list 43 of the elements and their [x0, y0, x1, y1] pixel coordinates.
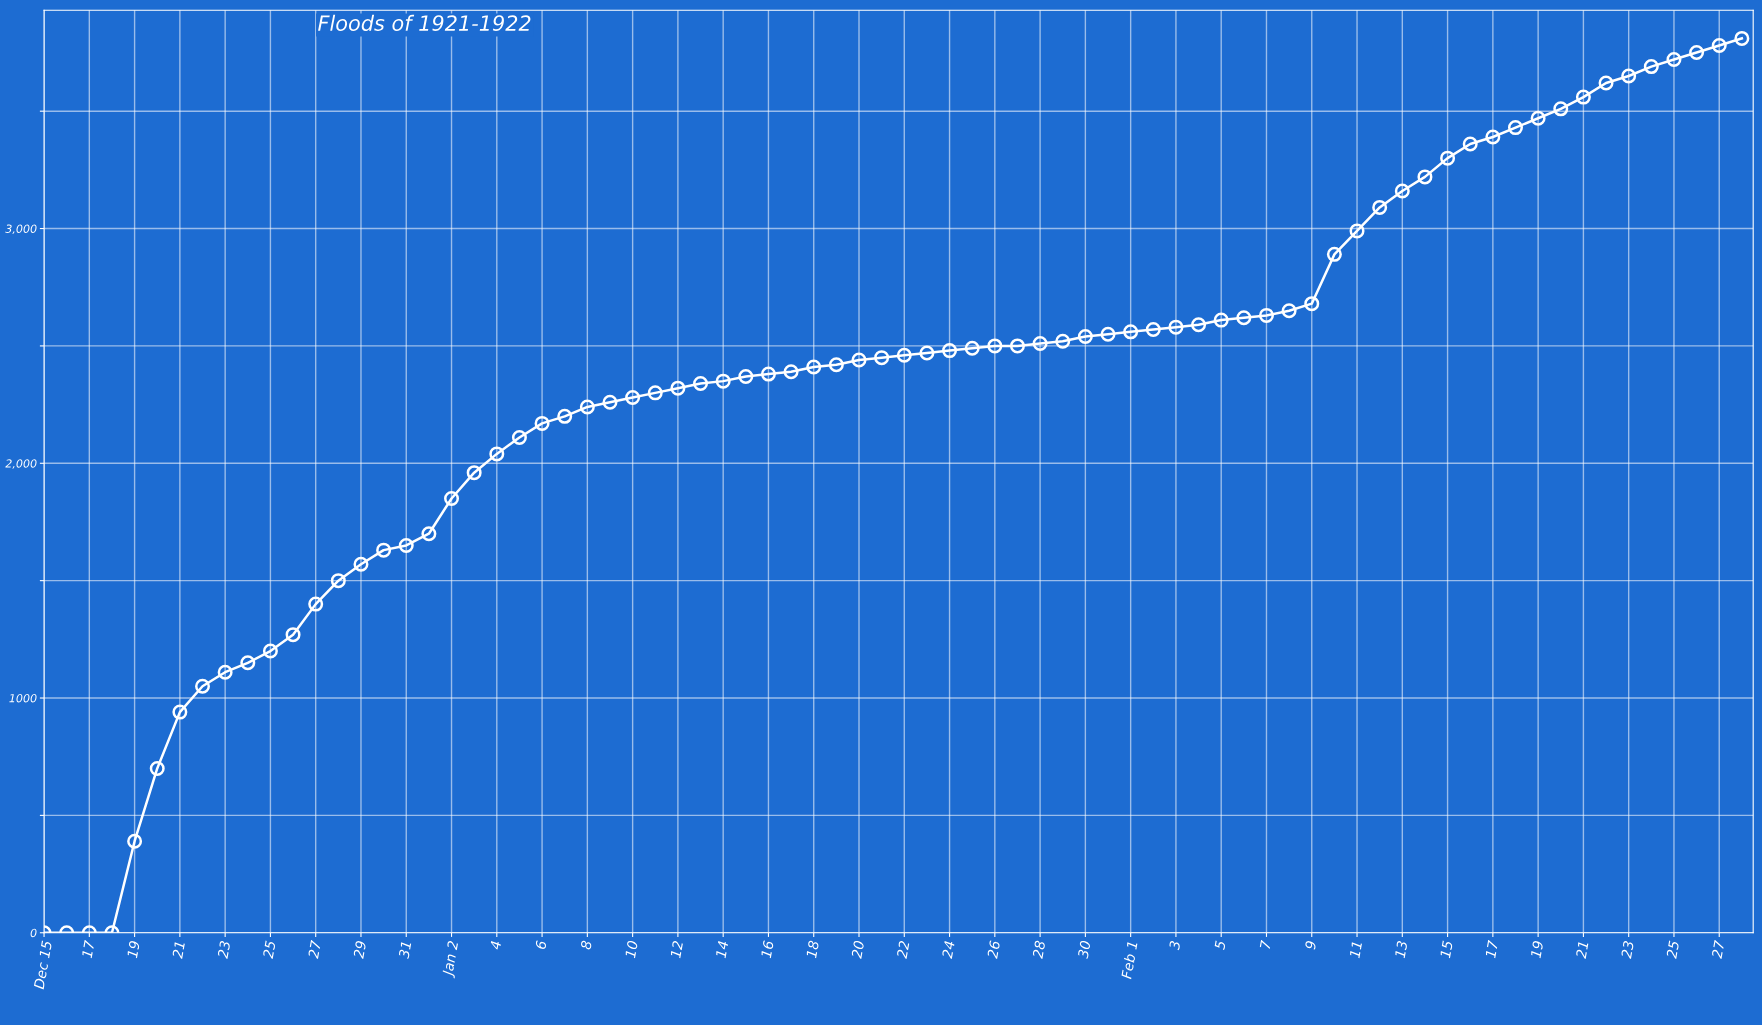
x-tick-label: 25: [1666, 940, 1680, 959]
x-tick-label: 3: [1168, 940, 1181, 951]
x-tick-label: 17: [81, 939, 95, 959]
y-tick-label: 3,000: [5, 224, 37, 235]
x-tick-label: Jan 2: [441, 940, 461, 979]
x-tick-label: 25: [262, 940, 276, 959]
x-tick-label: 17: [1485, 939, 1499, 959]
chart-title: Floods of 1921-1922: [318, 14, 531, 31]
x-tick-label: 27: [1711, 939, 1725, 959]
x-tick-label: 24: [941, 940, 955, 959]
y-tick-label: 1000: [9, 693, 37, 703]
y-tick-label: 2,000: [5, 459, 37, 469]
x-tick-label: 23: [1620, 940, 1635, 959]
x-tick-label: 4: [489, 940, 502, 950]
x-tick-label: 7: [1259, 939, 1271, 949]
y-tick-label: 0: [30, 928, 37, 938]
x-tick-label: 29: [353, 940, 367, 959]
x-tick-label: 16: [760, 940, 774, 959]
x-tick-label: 31: [398, 941, 412, 959]
x-tick-label: 11: [1349, 941, 1362, 959]
x-tick-label: 28: [1032, 940, 1046, 959]
x-tick-label: 19: [126, 940, 140, 959]
x-tick-label: 8: [580, 940, 592, 950]
x-tick-label: 21: [1575, 941, 1589, 959]
x-tick-label: Dec 15: [33, 940, 53, 990]
x-tick-label: 26: [986, 940, 1001, 959]
x-tick-label: 27: [307, 939, 321, 959]
x-tick-label: 13: [1394, 940, 1408, 959]
x-tick-label: 6: [535, 940, 547, 950]
x-tick-label: 9: [1304, 940, 1317, 950]
x-tick-label: 10: [624, 940, 639, 959]
x-tick-label: Feb 1: [1120, 941, 1138, 980]
x-tick-label: 21: [171, 941, 185, 959]
x-tick-label: 19: [1530, 940, 1544, 959]
x-tick-label: 14: [715, 940, 729, 959]
x-tick-label: 5: [1214, 940, 1226, 950]
x-tick-label: 15: [1439, 940, 1453, 959]
x-tick-label: 23: [217, 940, 231, 959]
x-tick-label: 20: [851, 940, 865, 959]
x-tick-label: 22: [896, 940, 910, 959]
x-tick-label: 30: [1077, 940, 1091, 959]
x-tick-label: 12: [670, 940, 684, 959]
x-tick-label: 18: [805, 940, 820, 959]
